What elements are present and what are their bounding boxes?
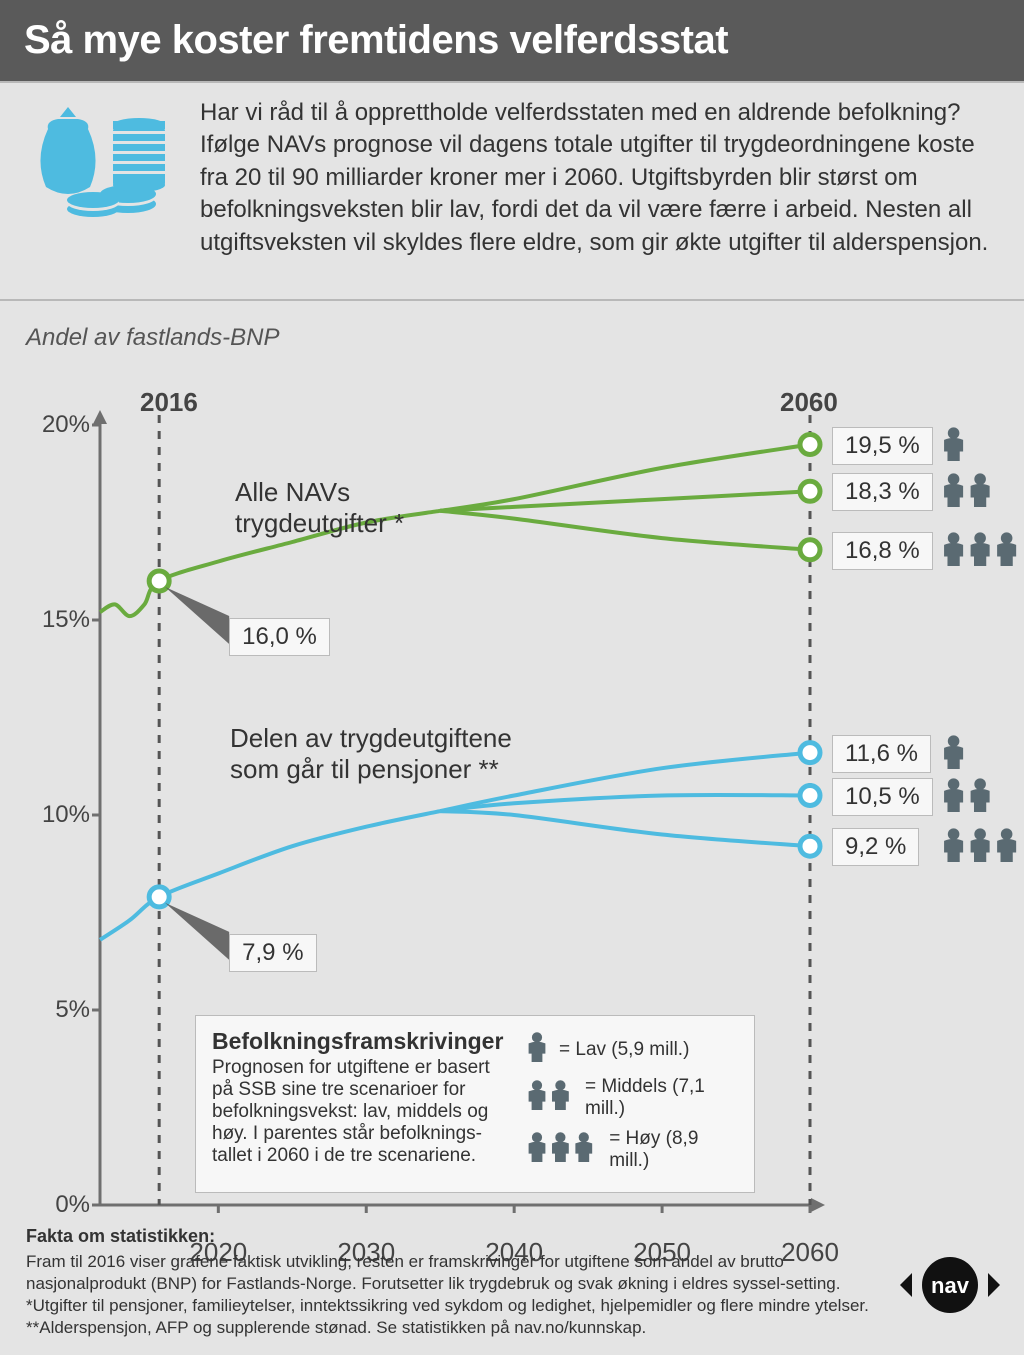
scenario-person-icons [940, 473, 1000, 507]
y-tick: 5% [55, 996, 100, 1024]
scenario-person-icons [940, 778, 1000, 812]
page-title: Så mye koster fremtidens velferdsstat [0, 0, 1024, 81]
legend-text: Prognosen for utgiftene er basert på SSB… [212, 1057, 507, 1167]
intro-section: Har vi råd til å opprettholde velferdsst… [0, 81, 1024, 301]
end-value-box: 9,2 % [832, 828, 919, 866]
end-value-box: 18,3 % [832, 473, 933, 511]
blue-series-label: Delen av trygdeutgiftene som går til pen… [230, 723, 560, 785]
start-value-box: 7,9 % [229, 934, 316, 972]
scenario-person-icons [940, 735, 973, 769]
legend-box: Befolkningsframskrivinger Prognosen for … [195, 1015, 755, 1193]
end-value-box: 10,5 % [832, 778, 933, 816]
chart: 2016 2060 Alle NAVs trygdeutgifter * Del… [100, 425, 840, 1225]
legend-scenario-row: = Middels (7,1 mill.) [525, 1076, 738, 1120]
scenario-person-icons [940, 828, 1024, 862]
y-axis-label: Andel av fastlands-BNP [26, 325, 279, 351]
legend-scenario-row: = Lav (5,9 mill.) [525, 1032, 738, 1068]
end-value-box: 11,6 % [832, 735, 931, 773]
money-icon [28, 99, 178, 219]
y-tick: 15% [42, 606, 100, 634]
legend-title: Befolkningsframskrivinger [212, 1028, 507, 1055]
end-value-box: 19,5 % [832, 427, 933, 465]
footer: Fakta om statistikken: Fram til 2016 vis… [26, 1225, 886, 1339]
green-series-label: Alle NAVs trygdeutgifter * [235, 477, 495, 539]
footer-title: Fakta om statistikken: [26, 1225, 886, 1248]
end-value-box: 16,8 % [832, 532, 933, 570]
intro-text: Har vi råd til å opprettholde velferdsst… [200, 97, 1000, 259]
legend-scenarios: = Lav (5,9 mill.) = Middels (7,1 mill.) … [525, 1028, 738, 1180]
footer-text: Fram til 2016 viser grafene faktisk utvi… [26, 1251, 886, 1339]
year-start-label: 2016 [140, 387, 198, 418]
nav-logo: nav [900, 1255, 1000, 1315]
y-tick: 0% [55, 1191, 100, 1219]
y-tick: 10% [42, 801, 100, 829]
svg-text:nav: nav [931, 1273, 970, 1298]
y-tick: 20% [42, 411, 100, 439]
year-end-label: 2060 [780, 387, 838, 418]
scenario-person-icons [940, 532, 1024, 566]
legend-scenario-row: = Høy (8,9 mill.) [525, 1128, 738, 1172]
scenario-person-icons [940, 427, 973, 461]
start-value-box: 16,0 % [229, 618, 330, 656]
